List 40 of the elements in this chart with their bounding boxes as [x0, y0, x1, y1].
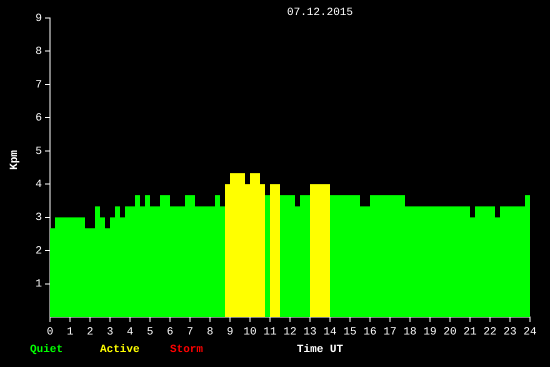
x-axis-title: Time UT	[296, 344, 344, 356]
chart-title: 07.12.2015	[286, 6, 354, 19]
x-tick-label: 12	[283, 326, 297, 339]
y-axis-title: Kpm	[8, 150, 21, 170]
x-tick-label: 3	[106, 326, 114, 339]
x-tick-label: 2	[86, 326, 94, 339]
x-tick-label: 13	[303, 326, 317, 339]
x-tick-label: 8	[206, 326, 214, 339]
x-tick-label: 1	[66, 326, 74, 339]
x-tick-label: 23	[503, 326, 517, 339]
y-tick-label: 3	[35, 212, 42, 224]
x-tick-label: 5	[146, 326, 154, 339]
x-tick-label: 22	[483, 326, 497, 339]
text: Quiet	[30, 344, 64, 356]
y-tick-label: 1	[35, 278, 42, 291]
text: Active	[100, 344, 140, 356]
y-tick-label: 8	[35, 46, 42, 58]
x-tick-label: 7	[186, 326, 194, 339]
y-tick-label: 4	[35, 179, 42, 192]
x-tick-label: 4	[126, 326, 134, 339]
x-tick-label: 11	[263, 326, 277, 339]
x-tick-label: 10	[243, 326, 257, 339]
x-tick-label: 19	[423, 326, 437, 339]
y-tick-label: 9	[35, 12, 42, 25]
x-tick-label: 16	[363, 326, 377, 339]
y-tick-label: 5	[35, 146, 42, 158]
x-tick-label: 20	[443, 326, 457, 339]
x-tick-label: 15	[343, 326, 357, 339]
y-tick-label: 6	[35, 112, 42, 125]
x-tick-label: 21	[463, 326, 477, 339]
x-tick-label: 6	[166, 326, 174, 339]
text: Storm	[170, 344, 204, 356]
x-tick-label: 0	[46, 326, 54, 339]
x-tick-label: 24	[523, 326, 537, 339]
x-tick-label: 17	[383, 326, 397, 339]
x-tick-label: 14	[323, 326, 337, 339]
y-tick-label: 7	[35, 79, 42, 92]
x-tick-label: 18	[403, 326, 417, 339]
y-tick-label: 2	[35, 245, 42, 258]
x-tick-label: 9	[226, 326, 234, 339]
